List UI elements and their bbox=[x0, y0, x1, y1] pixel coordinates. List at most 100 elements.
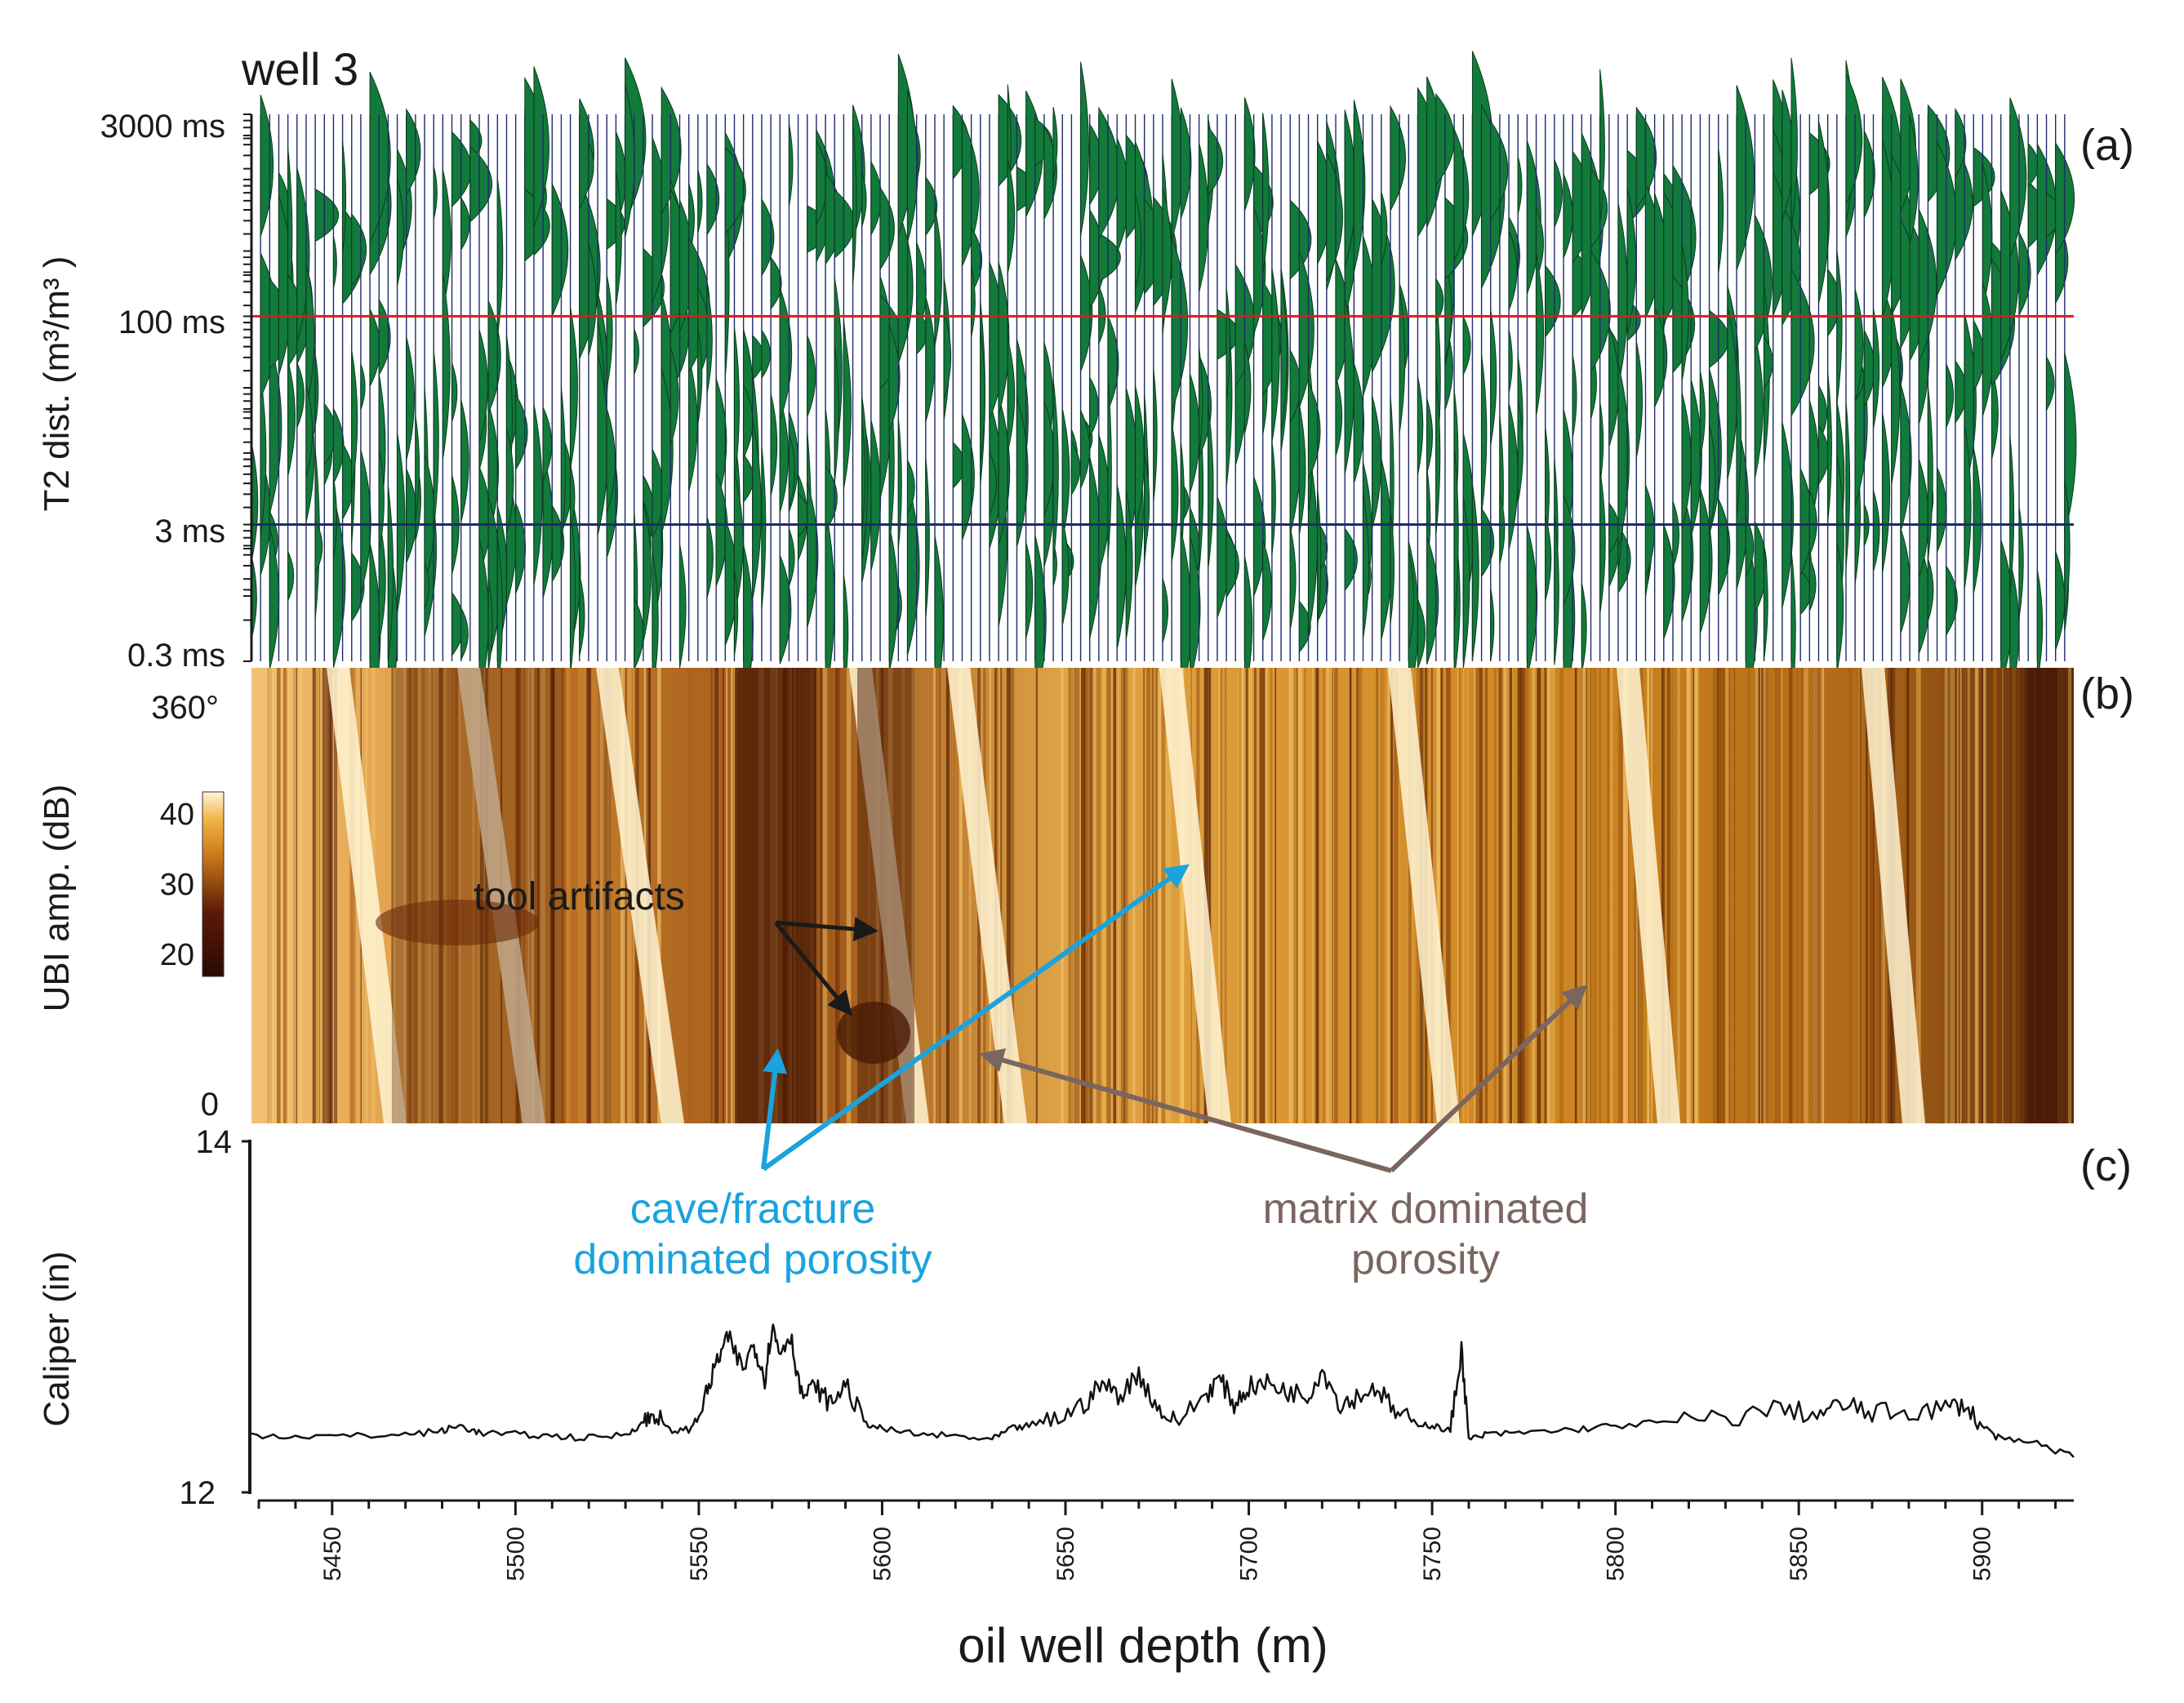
colorbar-tick-20: 20 bbox=[160, 938, 194, 972]
ubi-streak bbox=[1152, 668, 1154, 1123]
t2-peak bbox=[442, 272, 451, 460]
ubi-streak bbox=[1803, 668, 1808, 1123]
ubi-streak bbox=[945, 668, 950, 1123]
ubi-streak bbox=[687, 668, 691, 1123]
ubi-streak bbox=[1760, 668, 1765, 1123]
ubi-streak bbox=[1069, 668, 1070, 1123]
ubi-streak bbox=[1386, 668, 1390, 1123]
ubi-streak bbox=[418, 668, 420, 1123]
t2-peak bbox=[1946, 363, 1955, 429]
ubi-streak bbox=[515, 668, 519, 1123]
t2-peak bbox=[1545, 515, 1552, 602]
ubi-streak bbox=[1467, 668, 1469, 1123]
x-tick-label: 5550 bbox=[686, 1527, 713, 1581]
t2-peak bbox=[788, 434, 796, 508]
ubi-streak bbox=[1761, 668, 1764, 1123]
t2-peak bbox=[1153, 368, 1158, 503]
t2-peak bbox=[788, 528, 795, 587]
t2-peak bbox=[1061, 519, 1070, 626]
ubi-streak bbox=[1503, 668, 1506, 1123]
t2-peak bbox=[1927, 386, 1933, 562]
ubi-streak bbox=[1498, 668, 1503, 1123]
t2-peak bbox=[788, 123, 794, 207]
arrow-tool-artifact-1 bbox=[775, 917, 878, 941]
ubi-streak bbox=[1113, 668, 1117, 1123]
ubi-streak bbox=[1821, 668, 1825, 1123]
annotation-tool-artifacts: tool artifacts bbox=[474, 875, 685, 918]
t2-peak bbox=[360, 450, 371, 594]
ubi-streak bbox=[1394, 668, 1399, 1123]
t2-peak bbox=[1508, 328, 1513, 394]
ubi-streak bbox=[1120, 668, 1126, 1123]
ubi-streak bbox=[1974, 668, 1979, 1123]
ubi-streak bbox=[1080, 668, 1086, 1123]
t2-peak bbox=[314, 188, 339, 242]
t2-peak bbox=[433, 349, 439, 531]
t2-peak bbox=[697, 327, 703, 425]
t2-peak bbox=[2064, 480, 2071, 617]
t2-peak bbox=[1353, 362, 1364, 483]
ubi-streak bbox=[1581, 668, 1586, 1123]
t2-peak bbox=[1709, 424, 1716, 531]
ubi-streak bbox=[1408, 668, 1412, 1123]
ubi-streak bbox=[570, 668, 573, 1123]
t2-peak bbox=[332, 236, 337, 289]
ubi-streak bbox=[1610, 668, 1613, 1123]
ubi-streak bbox=[951, 668, 957, 1123]
t2-peak bbox=[505, 428, 514, 534]
x-tick-label: 5600 bbox=[869, 1527, 896, 1581]
caliper-axis-label: Caliper (in) bbox=[37, 1251, 77, 1426]
t2-peak bbox=[1545, 264, 1561, 338]
t2-peak bbox=[1781, 421, 1795, 608]
ubi-streaks bbox=[255, 668, 2072, 1123]
t2-peak bbox=[779, 397, 789, 513]
ubi-streak bbox=[1983, 668, 1986, 1123]
x-axis-label: oil well depth (m) bbox=[958, 1618, 1328, 1673]
ubi-streak bbox=[1946, 668, 1950, 1123]
ubi-streak bbox=[268, 668, 269, 1123]
t2-peak bbox=[406, 336, 415, 460]
t2-peak bbox=[533, 66, 549, 227]
ubi-streak bbox=[721, 668, 723, 1123]
t2-peak bbox=[1262, 113, 1270, 274]
t2-peak bbox=[971, 266, 976, 337]
ubi-streak bbox=[1747, 668, 1750, 1123]
ubi-streak bbox=[603, 668, 607, 1123]
ubi-streak bbox=[1288, 668, 1294, 1123]
ubi-streak bbox=[692, 668, 694, 1123]
t2-peak bbox=[378, 298, 391, 376]
t2-peak bbox=[1599, 469, 1606, 615]
ubi-streak bbox=[1765, 668, 1768, 1123]
ubi-streak bbox=[1775, 668, 1778, 1123]
ubi-streak bbox=[393, 668, 396, 1123]
ubi-streak bbox=[1666, 668, 1670, 1123]
ubi-streak bbox=[1526, 668, 1529, 1123]
t2-peak bbox=[1845, 73, 1863, 204]
ubi-streak bbox=[1297, 668, 1302, 1123]
ubi-streak bbox=[1906, 668, 1910, 1123]
t2-peak bbox=[415, 415, 420, 520]
ubi-streak bbox=[2063, 668, 2066, 1123]
ubi-streak bbox=[1462, 668, 1465, 1123]
t2-tick-0.3ms: 0.3 ms bbox=[127, 638, 225, 674]
ubi-streak bbox=[1435, 668, 1441, 1123]
ubi-streak bbox=[722, 668, 724, 1123]
t2-peak bbox=[925, 176, 938, 237]
ubi-streak bbox=[1473, 668, 1476, 1123]
t2-peak bbox=[825, 465, 838, 532]
ubi-streak bbox=[1181, 668, 1185, 1123]
ubi-streak bbox=[835, 668, 840, 1123]
ubi-bright-band bbox=[1617, 668, 1680, 1123]
ubi-streak bbox=[1848, 668, 1853, 1123]
x-tick-label: 5500 bbox=[502, 1527, 529, 1581]
ubi-bright-band bbox=[327, 668, 407, 1123]
ubi-streak bbox=[1950, 668, 1955, 1123]
ubi-streak bbox=[1274, 668, 1277, 1123]
t2-peak bbox=[560, 387, 567, 547]
ubi-streak bbox=[933, 668, 936, 1123]
ubi-streak bbox=[1592, 668, 1597, 1123]
t2-peak bbox=[287, 551, 295, 601]
t2-peak bbox=[570, 307, 578, 469]
ubi-streak bbox=[598, 668, 603, 1123]
ubi-streak bbox=[1917, 668, 1922, 1123]
